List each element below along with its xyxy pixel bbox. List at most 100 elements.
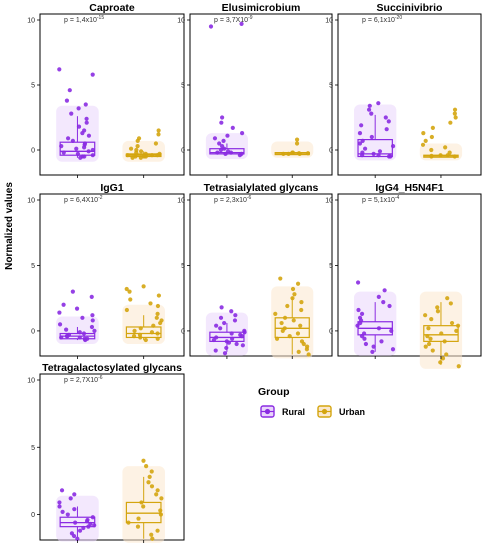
point-tetrasialylated-glycans-urban (299, 307, 304, 313)
point-caproate-urban (155, 153, 160, 158)
point-igg4-h5n4f1-rural (382, 288, 387, 293)
point-igg4-h5n4f1-rural (355, 323, 360, 328)
panel-title-igg1: IgG1 (100, 182, 123, 194)
point-tetrasialylated-glycans-urban (301, 341, 306, 347)
point-igg1-rural (74, 306, 80, 311)
point-tetrasialylated-glycans-rural (222, 320, 227, 326)
point-tetragalactosylated-glycans-urban (135, 524, 141, 529)
point-tetragalactosylated-glycans-rural (75, 536, 80, 541)
point-tetragalactosylated-glycans-urban (147, 474, 152, 479)
point-tetragalactosylated-glycans-urban (146, 480, 151, 485)
point-caproate-urban (130, 155, 135, 160)
point-tetragalactosylated-glycans-rural (60, 509, 65, 514)
point-tetrasialylated-glycans-rural (242, 330, 247, 335)
p-value-igg1: p = 6,4X10-2 (64, 195, 103, 204)
box-igg1-urban (122, 284, 165, 344)
point-igg4-h5n4f1-urban (426, 326, 431, 331)
point-succinivibrio-urban (429, 147, 434, 153)
point-igg1-urban (138, 335, 143, 340)
point-igg1-rural (89, 324, 95, 330)
point-igg1-urban (128, 297, 133, 302)
point-elusimicrobium-rural (239, 21, 244, 26)
point-igg4-h5n4f1-rural (355, 280, 361, 285)
box-glow-igg4-h5n4f1-urban (419, 291, 463, 369)
point-caproate-rural (84, 116, 89, 121)
point-igg4-h5n4f1-rural (376, 326, 382, 331)
point-succinivibrio-rural (360, 138, 365, 143)
point-caproate-rural (78, 155, 83, 160)
point-igg1-rural (77, 330, 82, 335)
point-igg4-h5n4f1-urban (454, 328, 459, 334)
point-succinivibrio-urban (429, 134, 434, 140)
point-succinivibrio-urban (438, 153, 443, 158)
point-tetragalactosylated-glycans-rural (59, 488, 65, 493)
point-tetragalactosylated-glycans-rural (68, 496, 73, 501)
point-igg1-urban (155, 311, 160, 316)
box-tetrasialylated-glycans-urban (271, 276, 314, 359)
point-igg1-rural (59, 335, 64, 340)
legend-label-rural: Rural (282, 407, 305, 417)
point-succinivibrio-urban (453, 115, 458, 120)
point-elusimicrobium-rural (208, 24, 214, 29)
legend: Group Rural Urban (258, 386, 365, 418)
point-igg4-h5n4f1-rural (362, 336, 367, 341)
point-tetragalactosylated-glycans-rural (71, 533, 77, 539)
point-elusimicrobium-rural (221, 138, 226, 143)
point-igg1-urban (149, 330, 155, 335)
point-tetrasialylated-glycans-rural (222, 351, 228, 356)
point-elusimicrobium-rural (217, 141, 222, 146)
point-igg4-h5n4f1-urban (439, 331, 444, 336)
y-tick-label-caproate-5: 5 (31, 83, 35, 90)
p-value-elusimicrobium: p = 3,7X10-9 (214, 15, 253, 24)
point-caproate-rural (57, 67, 62, 72)
point-elusimicrobium-urban (290, 150, 295, 155)
point-tetrasialylated-glycans-rural (219, 305, 224, 310)
point-igg1-rural (92, 328, 97, 334)
point-igg4-h5n4f1-rural (358, 320, 363, 326)
panel-frame-elusimicrobium (189, 13, 333, 176)
point-elusimicrobium-rural (220, 115, 225, 120)
point-igg1-urban (138, 326, 143, 331)
point-succinivibrio-urban (421, 131, 426, 136)
point-tetragalactosylated-glycans-rural (73, 520, 78, 525)
box-igg4-h5n4f1-urban (419, 291, 463, 369)
panel-title-igg4-h5n4f1: IgG4_H5N4F1 (375, 182, 443, 194)
point-tetrasialylated-glycans-urban (292, 292, 297, 297)
point-igg1-rural (77, 335, 82, 340)
point-caproate-rural (67, 88, 72, 93)
point-tetrasialylated-glycans-rural (218, 315, 224, 320)
point-caproate-rural (75, 151, 81, 156)
point-igg1-rural (61, 302, 66, 307)
point-igg4-h5n4f1-rural (376, 294, 381, 299)
point-elusimicrobium-rural (223, 151, 228, 156)
point-tetragalactosylated-glycans-rural (57, 500, 62, 505)
point-tetragalactosylated-glycans-rural (72, 492, 77, 497)
point-caproate-urban (153, 141, 159, 146)
p-value-tetragalactosylated-glycans: p = 2,7X10-6 (64, 375, 103, 384)
panel-frame-succinivibrio (337, 13, 482, 176)
point-caproate-urban (134, 150, 139, 155)
point-igg1-urban (132, 328, 137, 334)
point-igg4-h5n4f1-urban (445, 296, 450, 301)
point-elusimicrobium-urban (286, 151, 291, 156)
point-caproate-urban (125, 153, 130, 158)
box-tetragalactosylated-glycans-rural (56, 488, 99, 542)
point-tetrasialylated-glycans-urban (287, 334, 292, 339)
p-value-caproate: p = 1,4x10-15 (64, 15, 104, 24)
panel-frame-tetragalactosylated-glycans (39, 373, 185, 541)
point-tetragalactosylated-glycans-urban (149, 532, 154, 537)
point-succinivibrio-rural (386, 154, 392, 159)
point-caproate-rural (86, 133, 92, 138)
point-tetragalactosylated-glycans-urban (158, 512, 164, 517)
point-igg4-h5n4f1-urban (456, 364, 461, 369)
point-succinivibrio-urban (452, 111, 457, 116)
p-value-succinivibrio: p = 6,1x10-20 (362, 15, 402, 24)
point-igg4-h5n4f1-rural (356, 307, 361, 313)
point-igg4-h5n4f1-urban (425, 334, 430, 339)
point-caproate-rural (76, 106, 81, 111)
point-tetragalactosylated-glycans-rural (72, 507, 77, 512)
point-igg4-h5n4f1-rural (387, 303, 392, 309)
